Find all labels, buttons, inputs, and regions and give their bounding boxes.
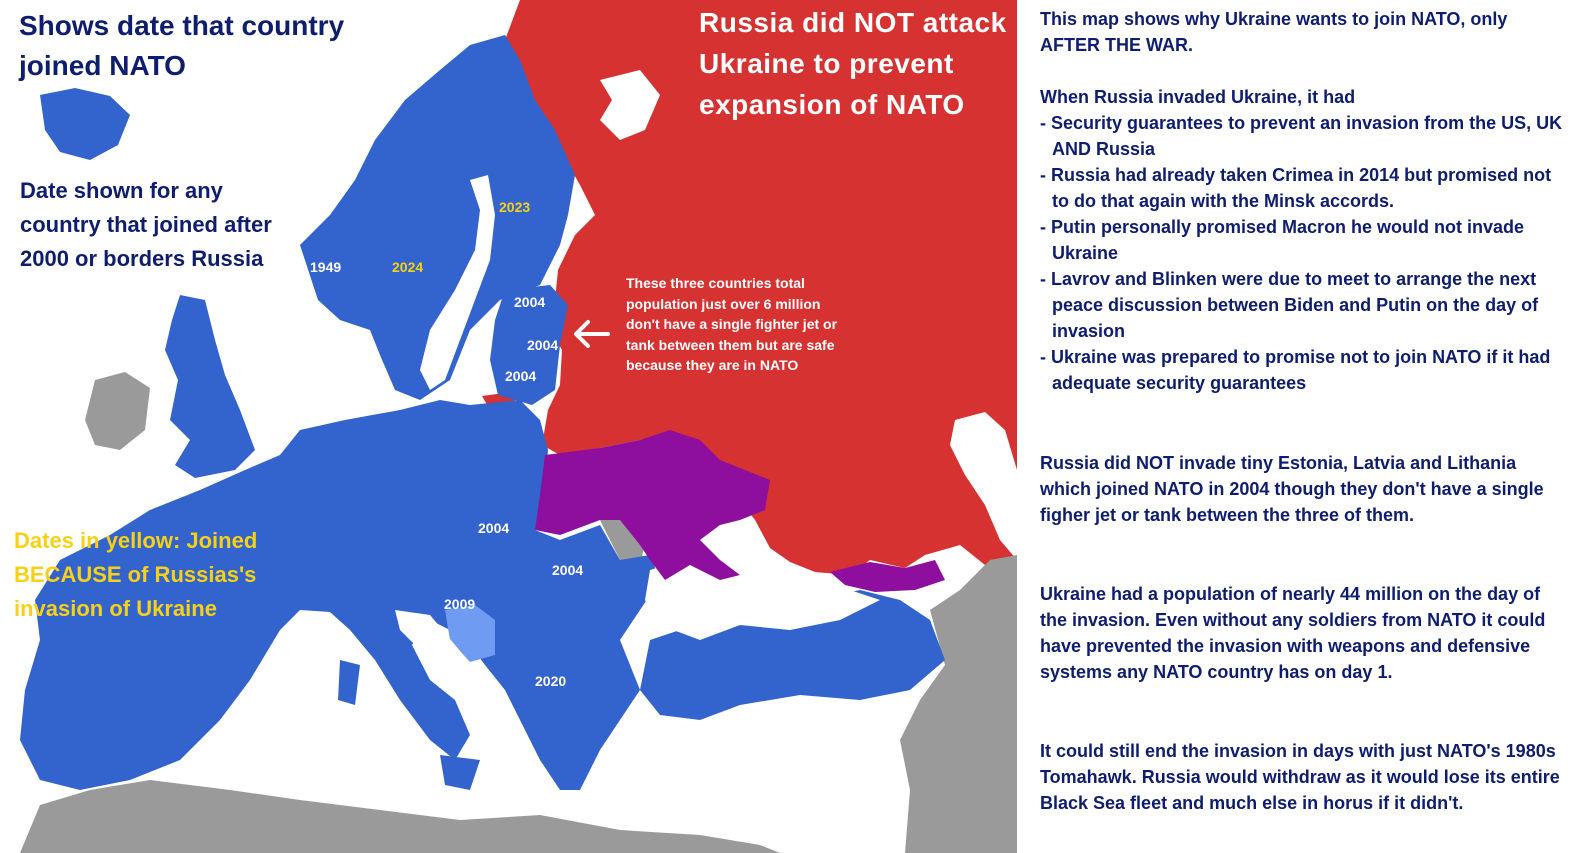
- baltic-states-note: These three countries total population j…: [626, 275, 838, 373]
- bullet-item: - Security guarantees to prevent an inva…: [1040, 113, 1563, 159]
- black-sea: [645, 555, 880, 640]
- invasion-bullet-list: - Security guarantees to prevent an inva…: [1040, 110, 1565, 396]
- bullet-item: - Lavrov and Blinken were due to meet to…: [1040, 269, 1539, 341]
- great-britain-region: [165, 295, 255, 478]
- year-label-latvia: 2004: [527, 337, 558, 353]
- year-label-slovakia: 2004: [478, 520, 509, 536]
- adriatic-sea: [395, 610, 500, 715]
- scandinavia-region: [300, 35, 575, 400]
- baltic-states-region: [490, 285, 568, 405]
- baltic-sea: [420, 175, 495, 390]
- bullet-item: - Putin personally promised Macron he wo…: [1040, 217, 1525, 263]
- white-sea: [600, 70, 660, 140]
- map-title: Shows date that country joined NATO: [19, 10, 345, 81]
- italy-islands-region: [338, 660, 480, 790]
- bullet-item: - Russia had already taken Crimea in 201…: [1040, 165, 1552, 211]
- year-label-estonia: 2004: [514, 294, 545, 310]
- russia-claim-heading: Russia did NOT attack Ukraine to prevent…: [699, 7, 1007, 120]
- year-label-norway: 1949: [310, 259, 341, 275]
- ukraine-region: [535, 430, 770, 580]
- europe-nato-map: 1949 2024 2023 2004 2004 2004 2004 2004 …: [20, 0, 1017, 853]
- georgia-region: [830, 560, 945, 592]
- iceland-region: [40, 88, 130, 160]
- invasion-heading: When Russia invaded Ukraine, it had: [1040, 87, 1356, 107]
- year-label-romania: 2004: [552, 562, 583, 578]
- tomahawk-paragraph: It could still end the invasion in days …: [1040, 741, 1560, 813]
- population-paragraph: Ukraine had a population of nearly 44 mi…: [1040, 584, 1546, 682]
- year-label-croatia: 2009: [444, 596, 475, 612]
- baltics-paragraph: Russia did NOT invade tiny Estonia, Latv…: [1040, 453, 1544, 525]
- yellow-dates-note: Dates in yellow: Joined BECAUSE of Russi…: [14, 528, 258, 621]
- bullet-item: - Ukraine was prepared to promise not to…: [1040, 347, 1551, 393]
- explanation-panel: This map shows why Ukraine wants to join…: [1017, 0, 1575, 853]
- intro-text: This map shows why Ukraine wants to join…: [1040, 9, 1508, 55]
- year-label-north-macedonia: 2020: [535, 673, 566, 689]
- year-label-finland: 2023: [499, 199, 530, 215]
- turkey-region: [900, 555, 1017, 853]
- bosnia-region: [445, 605, 495, 662]
- left-arrow-icon: [574, 320, 610, 348]
- russia-region: [505, 0, 1017, 610]
- caspian-sea: [950, 412, 1017, 560]
- continental-europe-region: [20, 400, 660, 790]
- dates-shown-note: Date shown for any country that joined a…: [20, 178, 272, 271]
- year-label-sweden: 2024: [392, 259, 423, 275]
- ireland-region: [85, 372, 150, 450]
- year-label-lithuania: 2004: [505, 368, 536, 384]
- north-africa-region: [20, 780, 780, 853]
